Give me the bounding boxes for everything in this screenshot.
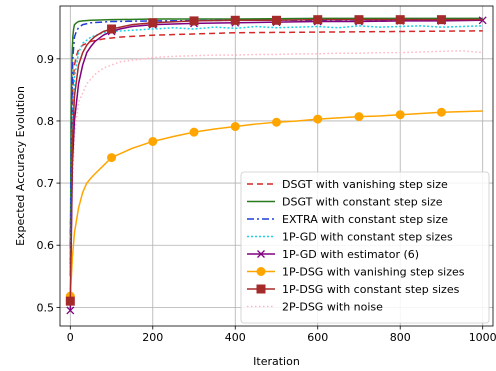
legend-item: 1P-GD with estimator (6): [247, 248, 419, 261]
y-tick-label: 0.6: [37, 239, 55, 252]
x-tick-label: 0: [67, 331, 74, 344]
data-point-marker: [107, 24, 117, 34]
series-group: [65, 15, 487, 315]
data-point-marker: [436, 15, 446, 25]
legend-label: 1P-DSG with constant step sizes: [282, 283, 460, 296]
x-tick-label: 1000: [469, 331, 496, 344]
axes-frame: [59, 5, 494, 327]
legend-box: [240, 171, 490, 324]
legend-item: DSGT with constant step size: [247, 196, 443, 209]
x-tick-label: 600: [307, 331, 328, 344]
series-6: [65, 15, 483, 306]
data-point-marker: [257, 250, 265, 258]
data-point-marker: [313, 15, 323, 25]
series-line: [69, 25, 483, 271]
data-point-marker: [65, 296, 75, 306]
series-2: [69, 18, 483, 264]
data-point-marker: [230, 15, 240, 25]
data-point-marker: [256, 284, 266, 294]
data-point-marker: [189, 16, 199, 26]
series-line: [69, 18, 483, 264]
x-axis-label: Iteration: [253, 355, 300, 368]
x-tick-label: 200: [142, 331, 163, 344]
y-tick-label: 0.7: [37, 177, 55, 190]
x-tick-label: 400: [225, 331, 246, 344]
x-tick-label: 800: [390, 331, 411, 344]
y-tick-label: 0.5: [37, 301, 55, 314]
data-point-marker: [189, 127, 199, 137]
data-point-marker: [148, 18, 158, 28]
data-point-marker: [272, 117, 281, 127]
legend-label: 1P-DSG with vanishing step sizes: [282, 266, 465, 279]
legend-item: 1P-DSG with vanishing step sizes: [247, 266, 465, 279]
series-3: [69, 25, 483, 271]
data-point-marker: [354, 15, 364, 25]
legend-label: 2P-DSG with noise: [282, 301, 383, 314]
data-point-marker: [395, 15, 405, 25]
data-point-marker: [66, 306, 75, 315]
data-point-marker: [354, 112, 364, 122]
legend-item: DSGT with vanishing step size: [247, 178, 448, 191]
series-line: [69, 110, 483, 297]
data-point-marker: [313, 114, 323, 124]
legend-item: EXTRA with constant step size: [247, 213, 448, 226]
legend-label: DSGT with constant step size: [282, 196, 443, 209]
y-tick-label: 0.9: [37, 53, 55, 66]
legend-label: EXTRA with constant step size: [282, 213, 448, 226]
series-line: [69, 19, 483, 311]
series-line: [69, 18, 483, 302]
legend-label: DSGT with vanishing step size: [282, 178, 448, 191]
legend-item: 1P-GD with constant step sizes: [247, 231, 453, 244]
legend-label: 1P-GD with estimator (6): [282, 248, 419, 261]
data-point-marker: [395, 110, 405, 120]
data-point-marker: [148, 136, 158, 146]
data-point-marker: [230, 122, 240, 132]
data-point-marker: [436, 107, 446, 117]
data-point-marker: [256, 267, 266, 276]
y-axis-label: Expected Accuracy Evolution: [14, 86, 27, 246]
legend-label: 1P-GD with constant step sizes: [282, 231, 453, 244]
axis-ticks: 0 200 400 600 800 1000 0.5 0.6 0.7 0.8 0.9: [37, 53, 496, 344]
data-point-marker: [107, 153, 117, 163]
data-point-marker: [272, 15, 281, 25]
legend: DSGT with vanishing step size DSGT with c…: [240, 171, 490, 324]
series-5: [65, 107, 483, 301]
legend-item: 1P-DSG with constant step sizes: [247, 283, 460, 296]
y-tick-label: 0.8: [37, 115, 55, 128]
legend-item: 2P-DSG with noise: [247, 301, 383, 314]
